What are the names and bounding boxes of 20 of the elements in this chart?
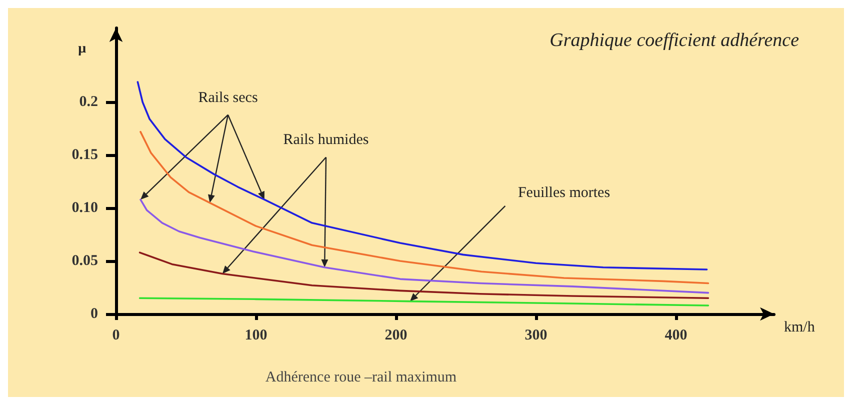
- x-axis-title: km/h: [784, 320, 816, 336]
- line-series: [136, 81, 708, 270]
- y-axis-title: μ: [78, 42, 86, 56]
- line-series: [138, 252, 710, 300]
- y-tick-label: 0: [90, 306, 98, 322]
- annotation: Rails secs: [198, 90, 258, 106]
- y-tick-label: 0.10: [72, 200, 98, 216]
- annotation: Rails humides: [283, 132, 369, 148]
- x-tick-label: 200: [384, 328, 408, 344]
- y-tick-label: 0.2: [79, 94, 98, 110]
- x-tick-label: 300: [524, 328, 548, 344]
- annotation: Feuilles mortes: [518, 185, 610, 202]
- x-tick-label: 400: [664, 328, 688, 344]
- y-tick-label: 0.15: [72, 147, 98, 164]
- x-tick-label: 0: [112, 328, 120, 344]
- line-series: [140, 130, 710, 284]
- chart-title: Graphique coefficient adhérence: [550, 30, 799, 51]
- x-tick-label: 100: [244, 328, 268, 344]
- y-tick-label: 0.05: [72, 253, 98, 270]
- text: Adhérence roue –rail maximum: [265, 370, 457, 386]
